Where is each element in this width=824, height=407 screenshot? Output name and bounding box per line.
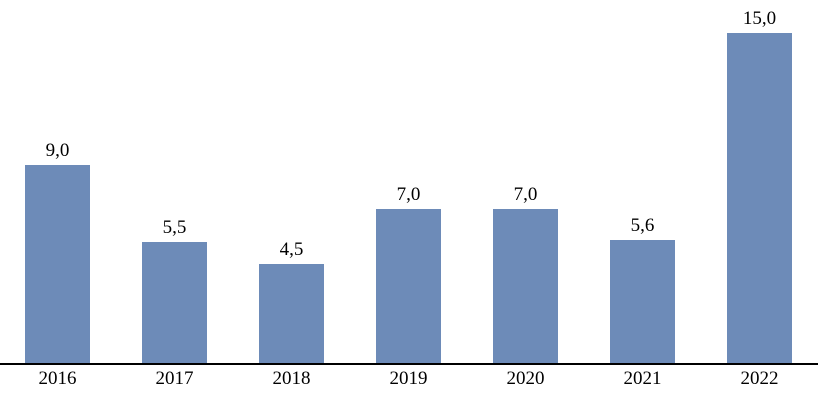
bar-group: 5,6: [610, 215, 675, 363]
x-tick-label: 2022: [740, 368, 779, 389]
x-tick-label: 2017: [155, 368, 194, 389]
bar-group: 4,5: [259, 239, 324, 363]
x-tick-label: 2016: [38, 368, 77, 389]
bar-group: 15,0: [727, 8, 792, 363]
bar-value-label: 5,6: [630, 215, 655, 237]
bar-value-label: 9,0: [45, 140, 70, 162]
x-axis-line: [0, 363, 818, 365]
plot-area: 9,0 5,5 4,5 7,0 7,0 5,6 15,0: [25, 8, 792, 363]
bar: [493, 209, 558, 363]
x-axis-tick-labels: 2016 2017 2018 2019 2020 2021 2022: [0, 368, 824, 398]
x-tick-label: 2020: [506, 368, 545, 389]
bar: [727, 33, 792, 363]
bar: [376, 209, 441, 363]
x-tick-label: 2021: [623, 368, 662, 389]
bar-group: 7,0: [493, 184, 558, 363]
bar-value-label: 7,0: [513, 184, 538, 206]
bar-value-label: 4,5: [279, 239, 304, 261]
bar-group: 9,0: [25, 140, 90, 363]
bar: [610, 240, 675, 363]
x-tick-label: 2019: [389, 368, 428, 389]
bar-value-label: 5,5: [162, 217, 187, 239]
bar-group: 5,5: [142, 217, 207, 363]
bar-value-label: 7,0: [396, 184, 421, 206]
x-tick-label: 2018: [272, 368, 311, 389]
bar: [25, 165, 90, 363]
bar-value-label: 15,0: [742, 8, 777, 30]
bar: [259, 264, 324, 363]
bar-group: 7,0: [376, 184, 441, 363]
bar: [142, 242, 207, 363]
